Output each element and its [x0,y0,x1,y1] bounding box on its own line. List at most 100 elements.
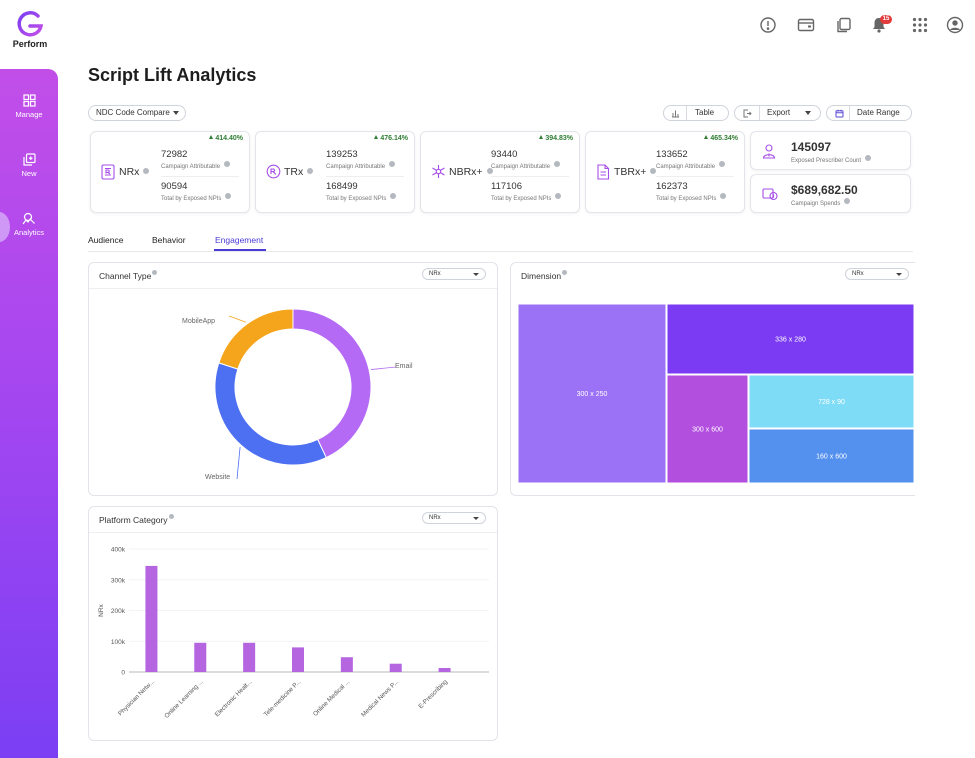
kpi-total-label: Total by Exposed NPIs [656,193,727,202]
table-button[interactable]: Table [663,105,729,121]
info-icon[interactable] [307,168,314,174]
panel-title: Channel Type [99,270,158,281]
info-icon[interactable] [719,161,726,167]
info-icon[interactable] [168,514,174,519]
panel-title: Dimension [521,270,568,281]
sidebar-item-label: New [21,169,37,178]
kpi-total-value: 168499 [326,181,358,192]
leader-line [371,366,397,370]
kpi-total-value: 90594 [161,181,188,192]
copy-icon[interactable] [835,16,853,34]
user-avatar-icon[interactable] [946,16,964,34]
ndc-compare-dropdown[interactable]: NDC Code Compare [88,105,186,121]
grid-icon [22,94,36,107]
kpi-attributable-value: 72982 [161,149,188,160]
sidebar-item-analytics[interactable]: Analytics [0,212,58,242]
treemap-cell-label: 300 x 250 [577,391,608,398]
bar [243,642,256,672]
x-tick-label: Physician Netw... [117,678,156,717]
info-icon[interactable] [554,161,561,167]
sidebar-item-manage[interactable]: Manage [0,94,58,119]
bar [340,657,353,672]
alert-circle-icon[interactable] [759,16,777,34]
kpi-card-tbrx: TBRx+ 465.34% 133652 Campaign Attributab… [585,131,745,213]
pill-bottle-icon [266,164,281,179]
table-label: Table [695,108,715,117]
info-icon[interactable] [562,270,568,275]
chevron-down-icon [473,273,479,276]
slice-label: Email [395,363,413,370]
prescription-icon [101,164,115,180]
sidebar-item-label: Analytics [13,228,44,237]
tab-audience[interactable]: Audience [88,235,124,245]
x-tick-label: Online Learning ... [163,678,205,720]
y-axis-label: NRx [98,603,105,616]
info-icon[interactable] [844,198,851,204]
kpi-total-value: 162373 [656,181,688,192]
chevron-down-icon [805,111,811,115]
kpi-card-nbrx: NBRx+ 394.83% 93440 Campaign Attributabl… [420,131,580,213]
info-icon[interactable] [152,270,158,275]
stat-card-spends: $689,682.50 Campaign Spends [750,174,911,213]
bar [292,647,304,672]
x-tick-label: Electronic Healt... [214,678,254,718]
info-icon[interactable] [143,168,150,174]
panel-title: Platform Category [99,514,174,525]
stat-value: $689,682.50 [791,183,858,197]
export-dropdown[interactable]: Export [734,105,821,121]
kpi-attributable-value: 139253 [326,149,358,160]
active-tab-indicator [214,249,266,251]
app-logo[interactable]: Perform [8,10,52,49]
kpi-name: TRx [284,166,314,178]
kpi-name: TBRx+ [614,166,657,178]
sidebar-item-label: Manage [15,110,43,119]
info-icon[interactable] [224,161,231,167]
apps-grid-icon[interactable] [911,16,929,34]
info-icon[interactable] [555,193,562,199]
platform-metric-select[interactable]: NRx [422,512,486,524]
kpi-name: NBRx+ [449,166,493,178]
wallet-card-icon[interactable] [797,16,815,34]
info-icon[interactable] [389,161,396,167]
stat-label: Exposed Prescriber Count [791,155,872,164]
y-tick-label: 100k [111,639,126,646]
slice-label: MobileApp [182,318,215,325]
kpi-change: 414.40% [209,135,243,142]
tab-engagement[interactable]: Engagement [215,235,264,245]
donut-slice [292,308,372,459]
export-label: Export [767,108,791,117]
info-icon[interactable] [865,155,872,161]
doctor-icon [762,144,776,159]
info-icon[interactable] [390,193,397,199]
x-tick-label: Medical News P... [360,678,400,718]
kpi-attributable-label: Campaign Attributable [656,161,726,170]
app-name: Perform [12,39,48,49]
perform-logo-icon [17,11,44,37]
chart-icon [672,110,679,118]
treemap-cell [748,428,915,484]
donut-slice [218,308,294,370]
info-icon[interactable] [225,193,232,199]
info-icon[interactable] [720,193,727,199]
info-icon[interactable] [486,168,493,174]
kpi-change: 394.83% [539,135,573,142]
bar [194,642,207,672]
treemap-cell-label: 160 x 600 [816,454,847,461]
treemap-cell [666,374,749,484]
treemap-cell-label: 728 x 90 [818,399,845,406]
donut-slice [214,362,327,466]
date-range-label: Date Range [857,108,900,117]
date-range-button[interactable]: Date Range [826,105,912,121]
y-tick-label: 200k [111,608,126,615]
info-icon[interactable] [650,168,657,174]
kpi-attributable-label: Campaign Attributable [326,161,396,170]
treemap-cell-label: 336 x 280 [775,337,806,344]
dimension-treemap: 300 x 250 336 x 280 300 x 600 728 x 90 160 x… [517,303,915,484]
sidebar-item-new[interactable]: New [0,153,58,178]
tab-behavior[interactable]: Behavior [152,235,186,245]
channel-metric-select[interactable]: NRx [422,268,486,280]
treemap-cell [517,303,667,484]
dimension-metric-select[interactable]: NRx [845,268,909,280]
kpi-total-label: Total by Exposed NPIs [161,193,232,202]
